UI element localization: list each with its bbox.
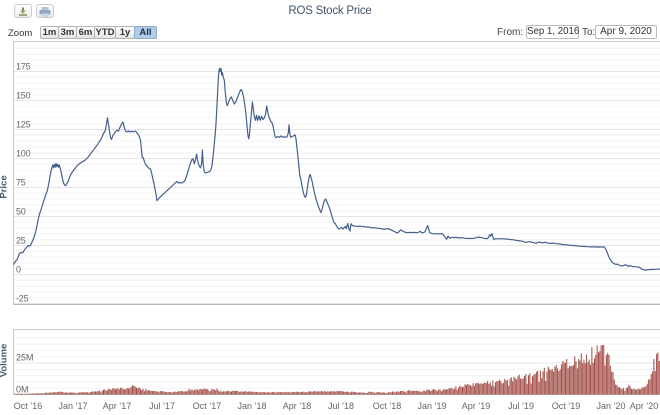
svg-text:Jan ’19: Jan ’19 <box>417 401 446 411</box>
svg-text:Apr ’19: Apr ’19 <box>462 401 491 411</box>
svg-text:Oct ’17: Oct ’17 <box>193 401 222 411</box>
svg-text:Jul ’19: Jul ’19 <box>508 401 534 411</box>
svg-text:Oct ’18: Oct ’18 <box>373 401 402 411</box>
svg-text:Apr ’18: Apr ’18 <box>283 401 312 411</box>
svg-text:150: 150 <box>16 91 31 101</box>
svg-text:Jan ’18: Jan ’18 <box>237 401 266 411</box>
svg-text:Jan ’17: Jan ’17 <box>58 401 87 411</box>
svg-text:125: 125 <box>16 120 31 130</box>
svg-text:Jul ’17: Jul ’17 <box>149 401 175 411</box>
svg-text:175: 175 <box>16 62 31 72</box>
svg-text:Price: Price <box>0 175 10 198</box>
svg-text:0: 0 <box>16 265 21 275</box>
svg-text:Oct ’16: Oct ’16 <box>14 401 43 411</box>
svg-text:0M: 0M <box>16 385 29 395</box>
svg-text:-25: -25 <box>16 294 29 304</box>
svg-text:Jan ’20: Jan ’20 <box>596 401 625 411</box>
svg-text:25: 25 <box>16 236 26 246</box>
svg-text:50: 50 <box>16 207 26 217</box>
svg-text:75: 75 <box>16 178 26 188</box>
svg-text:25M: 25M <box>16 353 34 363</box>
svg-text:Volume: Volume <box>0 344 10 378</box>
svg-text:Apr ’17: Apr ’17 <box>103 401 132 411</box>
svg-text:Jul ’18: Jul ’18 <box>328 401 354 411</box>
svg-text:Apr ’20: Apr ’20 <box>630 401 659 411</box>
svg-text:Oct ’19: Oct ’19 <box>552 401 581 411</box>
svg-text:100: 100 <box>16 149 31 159</box>
